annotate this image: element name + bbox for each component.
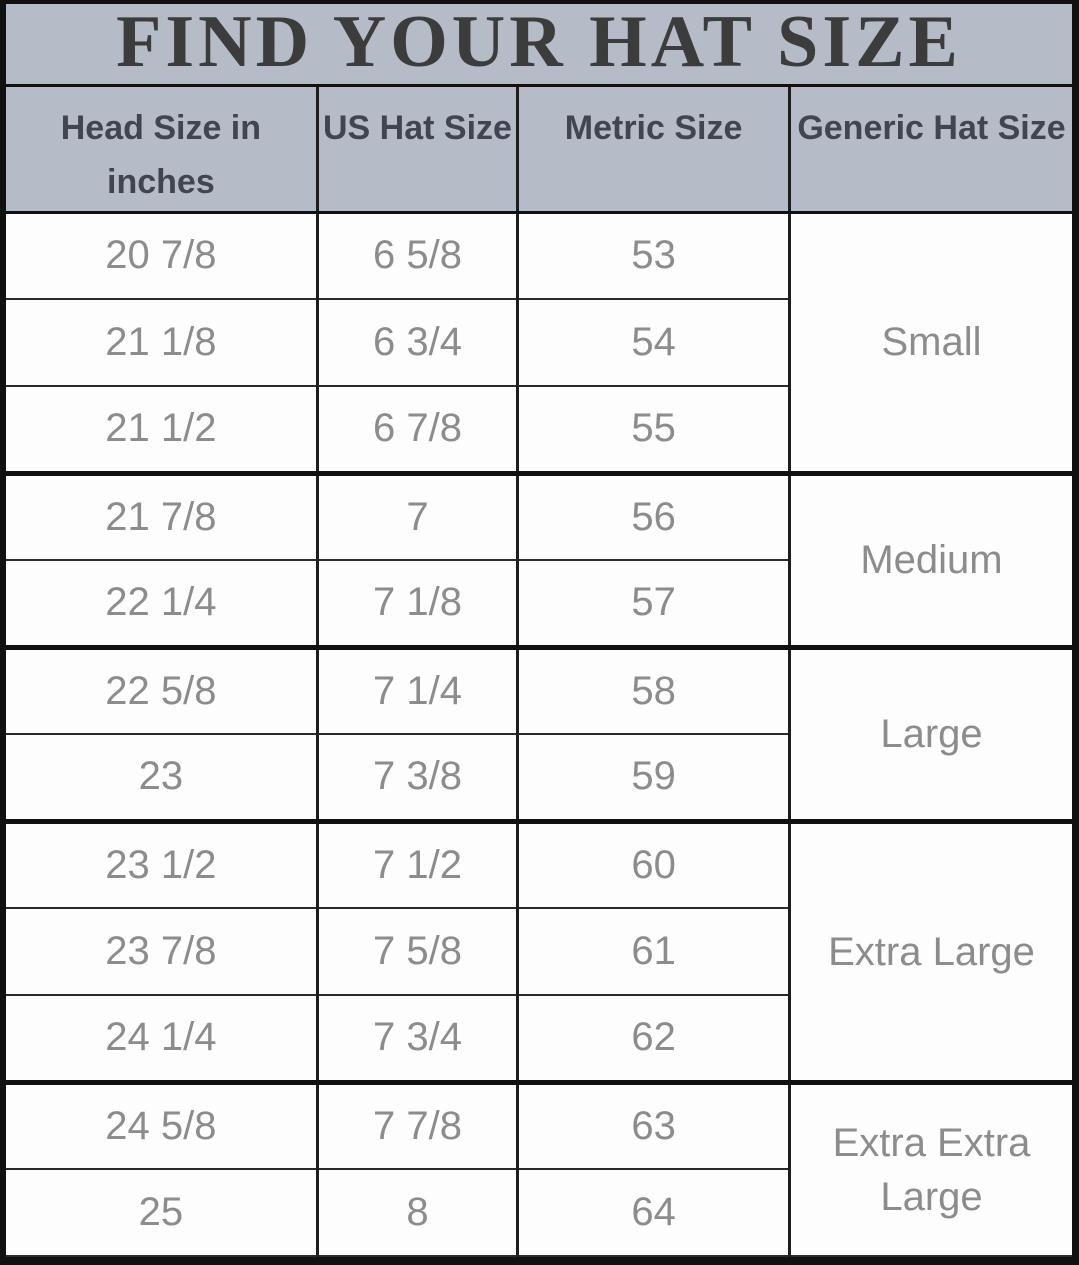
metric-size-cell: 55 [516, 385, 790, 474]
hat-size-table: Head Size in inches US Hat Size Metric S… [6, 86, 1072, 1257]
head-size-cell: 21 7/8 [6, 470, 319, 561]
title-band: FIND YOUR HAT SIZE [6, 4, 1072, 87]
head-size-cell: 24 5/8 [6, 1079, 319, 1170]
col-header-head-size: Head Size in inches [6, 86, 319, 214]
generic-size-label: Small [881, 320, 982, 364]
generic-size-label: Large [880, 712, 983, 756]
table-row: 25 8 64 [6, 1168, 1072, 1257]
head-size-cell: 24 1/4 [6, 994, 319, 1083]
metric-size-cell: 60 [516, 818, 791, 909]
us-hat-size-cell: 7 [315, 470, 520, 561]
table-row: 23 1/2 7 1/2 60 Extra Large [6, 818, 1072, 1083]
table-row: 21 1/8 6 3/4 54 [6, 298, 1072, 387]
generic-size-cell: Medium [788, 470, 1072, 648]
col-header-generic-hat-size: Generic Hat Size [788, 86, 1072, 214]
col-header-metric-size: Metric Size [516, 86, 791, 214]
us-hat-size-cell: 7 3/4 [315, 994, 520, 1083]
us-hat-size-cell: 7 3/8 [315, 733, 520, 822]
generic-size-label: Extra Large [828, 929, 1035, 974]
head-size-cell: 21 1/8 [6, 298, 319, 387]
us-hat-size-cell: 6 7/8 [315, 385, 520, 474]
header-row: Head Size in inches US Hat Size Metric S… [6, 86, 1072, 214]
head-size-cell: 20 7/8 [6, 211, 319, 300]
metric-size-cell: 61 [516, 907, 790, 996]
generic-size-label: Extra Extra Large [832, 1120, 1031, 1219]
us-hat-size-cell: 7 1/2 [315, 818, 520, 909]
table-row: 23 7/8 7 5/8 61 [6, 907, 1072, 996]
generic-size-cell: Extra Extra Large [788, 1079, 1072, 1257]
table-row: 22 5/8 7 1/4 58 Large [6, 644, 1072, 822]
generic-size-cell: Extra Large [788, 818, 1072, 1083]
table-row: 22 1/4 7 1/8 57 [6, 559, 1072, 648]
col-header-us-hat-size: US Hat Size [315, 86, 520, 214]
table-row: 20 7/8 6 5/8 53 Small [6, 211, 1072, 474]
table-row: 24 5/8 7 7/8 63 Extra Extra Large [6, 1079, 1072, 1257]
us-hat-size-cell: 7 5/8 [315, 907, 520, 996]
metric-size-cell: 53 [516, 211, 791, 300]
head-size-cell: 22 1/4 [6, 559, 319, 648]
page-title: FIND YOUR HAT SIZE [116, 0, 962, 83]
metric-size-cell: 64 [516, 1168, 790, 1257]
us-hat-size-cell: 7 1/4 [315, 644, 520, 735]
head-size-cell: 23 7/8 [6, 907, 319, 996]
generic-size-cell: Small [788, 211, 1072, 474]
us-hat-size-cell: 7 1/8 [315, 559, 520, 648]
generic-size-cell: Large [788, 644, 1072, 822]
table-row: 21 1/2 6 7/8 55 [6, 385, 1072, 474]
metric-size-cell: 63 [516, 1079, 791, 1170]
table-row: 23 7 3/8 59 [6, 733, 1072, 822]
head-size-cell: 22 5/8 [6, 644, 319, 735]
us-hat-size-cell: 8 [315, 1168, 520, 1257]
metric-size-cell: 57 [516, 559, 790, 648]
table-row: 21 7/8 7 56 Medium [6, 470, 1072, 648]
head-size-cell: 25 [6, 1168, 319, 1257]
generic-size-label: Medium [860, 538, 1003, 582]
table-row: 24 1/4 7 3/4 62 [6, 994, 1072, 1083]
us-hat-size-cell: 6 5/8 [315, 211, 520, 300]
metric-size-cell: 56 [516, 470, 791, 561]
us-hat-size-cell: 7 7/8 [315, 1079, 520, 1170]
head-size-cell: 21 1/2 [6, 385, 319, 474]
head-size-cell: 23 [6, 733, 319, 822]
metric-size-cell: 58 [516, 644, 791, 735]
head-size-cell: 23 1/2 [6, 818, 319, 909]
metric-size-cell: 62 [516, 994, 790, 1083]
metric-size-cell: 59 [516, 733, 790, 822]
metric-size-cell: 54 [516, 298, 790, 387]
us-hat-size-cell: 6 3/4 [315, 298, 520, 387]
